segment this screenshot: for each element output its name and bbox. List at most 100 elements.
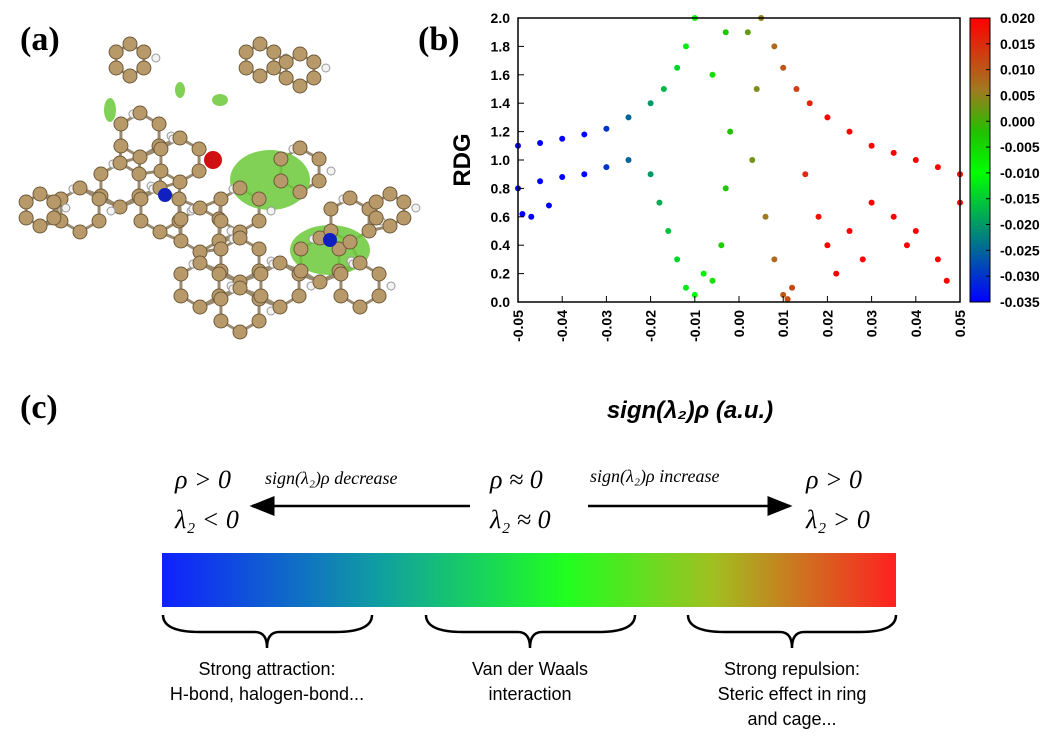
y-tick-label: 2.0 (491, 10, 511, 26)
point (648, 171, 654, 177)
atom (193, 201, 207, 215)
colorbar-tick-label: -0.030 (1000, 268, 1040, 284)
atom (233, 325, 247, 339)
atom (153, 225, 167, 239)
x-tick-label: 0.01 (775, 310, 791, 337)
atom (397, 211, 411, 225)
atom (123, 69, 137, 83)
atom (294, 264, 308, 278)
atom (109, 45, 123, 59)
y-tick-label: 0.4 (491, 237, 511, 253)
atom (19, 211, 33, 225)
point (754, 86, 760, 92)
x-axis-label: sign(λ₂)ρ (a.u.) (607, 397, 773, 424)
atom (193, 256, 207, 270)
condition: ρ > 0 (805, 465, 862, 494)
x-tick-label: -0.05 (510, 310, 526, 342)
point (789, 285, 795, 291)
atom (369, 211, 383, 225)
point (559, 174, 565, 180)
atom (267, 207, 275, 215)
atom (254, 267, 268, 281)
point (749, 157, 755, 163)
point (546, 202, 552, 208)
colorbar-tick-label: 0.020 (1000, 10, 1035, 26)
figure: (a) (b) (c) 0.00.20.40.60.81.01.21.41.61… (0, 0, 1059, 740)
atom (47, 195, 61, 209)
colorbar-tick-label: 0.000 (1000, 113, 1035, 129)
isosurface (175, 82, 185, 98)
point (718, 242, 724, 248)
colorbar-tick-label: 0.015 (1000, 36, 1035, 52)
atom (253, 69, 267, 83)
atom (353, 256, 367, 270)
y-tick-label: 1.6 (491, 67, 511, 83)
atom (293, 47, 307, 61)
x-tick-label: -0.02 (643, 310, 659, 342)
atom (33, 187, 47, 201)
atom (92, 192, 106, 206)
atom (73, 225, 87, 239)
panel-label: (b) (418, 21, 460, 58)
atom (137, 61, 151, 75)
atom (114, 117, 128, 131)
point (709, 278, 715, 284)
x-tick-label: -0.04 (554, 310, 570, 342)
colorbar (970, 18, 990, 302)
point (944, 278, 950, 284)
atom (192, 164, 206, 178)
atom (133, 150, 147, 164)
panel-label: (c) (20, 389, 58, 426)
point (780, 65, 786, 71)
atom (293, 141, 307, 155)
group-caption: Strong attraction: (198, 659, 335, 679)
atom (334, 267, 348, 281)
atom (173, 175, 187, 189)
group-caption: Van der Waals (472, 659, 588, 679)
y-tick-label: 0.2 (491, 266, 511, 282)
atom (383, 187, 397, 201)
point (723, 185, 729, 191)
point (891, 150, 897, 156)
atom (334, 289, 348, 303)
atom (233, 231, 247, 245)
atom (233, 281, 247, 295)
atom (174, 234, 188, 248)
atom (387, 282, 395, 290)
point (537, 140, 543, 146)
braces (163, 615, 896, 648)
point (793, 86, 799, 92)
point (701, 271, 707, 277)
panel-label: (a) (20, 21, 60, 58)
point (581, 171, 587, 177)
atom (158, 188, 172, 202)
atom (173, 131, 187, 145)
arrow-label: sign(λ₂)ρ decrease (265, 468, 398, 489)
atom (214, 192, 228, 206)
plot-frame (518, 18, 960, 302)
atom (313, 275, 327, 289)
point (559, 136, 565, 142)
colorbar-tick-label: -0.010 (1000, 165, 1040, 181)
point (683, 43, 689, 49)
point (807, 100, 813, 106)
atom (132, 167, 146, 181)
atom (214, 242, 228, 256)
atom (154, 164, 168, 178)
atom (233, 181, 247, 195)
atom (239, 61, 253, 75)
point (913, 228, 919, 234)
atom (174, 289, 188, 303)
atom (274, 174, 288, 188)
point (891, 214, 897, 220)
atom (214, 214, 228, 228)
atom (109, 61, 123, 75)
atom (412, 204, 420, 212)
group-caption: H-bond, halogen-bond... (170, 684, 364, 704)
atom (192, 142, 206, 156)
point (519, 211, 525, 217)
x-tick-label: -0.03 (598, 310, 614, 342)
group-caption: and cage... (747, 709, 836, 729)
point (648, 100, 654, 106)
atom (322, 64, 330, 72)
